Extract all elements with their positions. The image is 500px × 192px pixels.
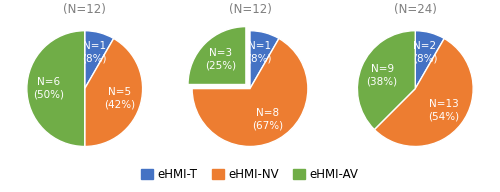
Text: N=1
(8%): N=1 (8%) (82, 41, 106, 63)
Title: Male
(N=12): Male (N=12) (64, 0, 106, 16)
Wedge shape (358, 31, 416, 130)
Title: Female
(N=12): Female (N=12) (228, 0, 272, 16)
Text: N=13
(54%): N=13 (54%) (428, 99, 460, 122)
Wedge shape (416, 31, 444, 89)
Text: N=5
(42%): N=5 (42%) (104, 87, 135, 109)
Text: N=2
(8%): N=2 (8%) (413, 41, 438, 63)
Wedge shape (374, 38, 473, 146)
Wedge shape (188, 27, 246, 84)
Legend: eHMI-T, eHMI-NV, eHMI-AV: eHMI-T, eHMI-NV, eHMI-AV (136, 164, 364, 186)
Wedge shape (84, 31, 114, 89)
Text: N=8
(67%): N=8 (67%) (252, 108, 284, 131)
Text: N=6
(50%): N=6 (50%) (34, 77, 64, 100)
Text: N=3
(25%): N=3 (25%) (205, 48, 236, 70)
Text: N=9
(38%): N=9 (38%) (366, 64, 398, 86)
Wedge shape (27, 31, 84, 146)
Title: All
(N=24): All (N=24) (394, 0, 436, 16)
Wedge shape (84, 38, 142, 146)
Wedge shape (250, 31, 279, 89)
Text: N=1
(8%): N=1 (8%) (248, 41, 272, 63)
Wedge shape (192, 38, 308, 146)
